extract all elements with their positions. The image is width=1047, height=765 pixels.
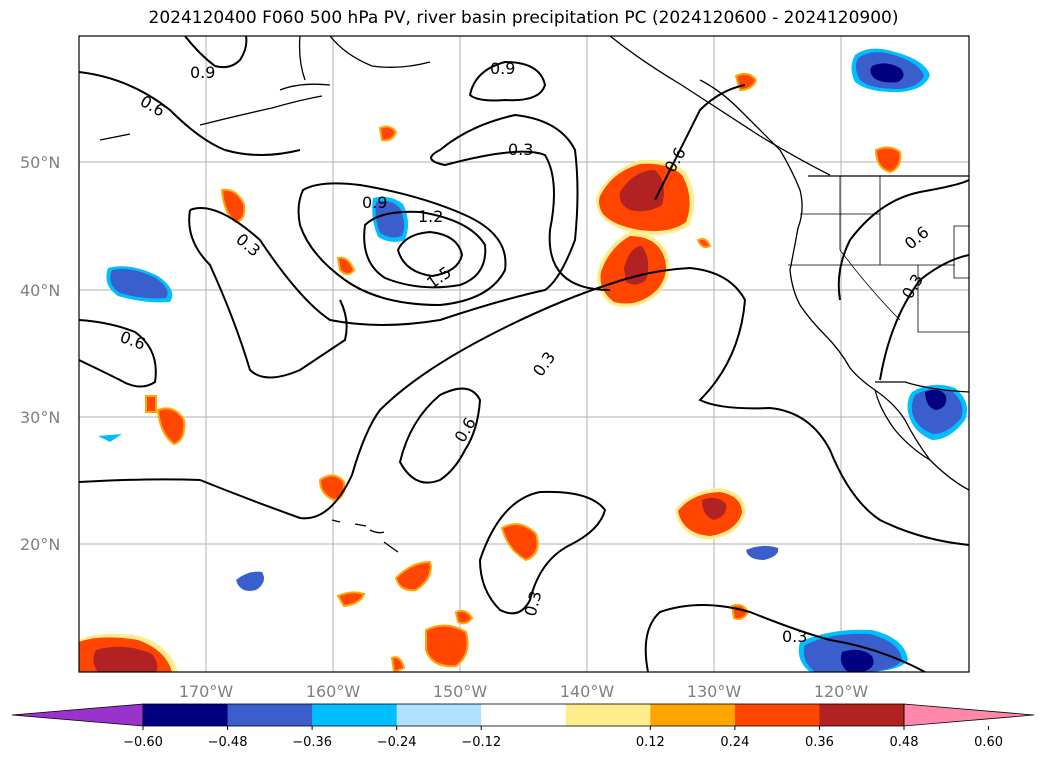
- colorbar: [11, 703, 1035, 727]
- bc-coast: [699, 79, 803, 229]
- colorbar-segment: [734, 704, 820, 726]
- contour-label: 1.2: [418, 207, 443, 226]
- contour-0.3-west: [188, 209, 348, 379]
- contour-label: 0.3: [782, 627, 807, 646]
- contour-0.6-ne: [654, 84, 746, 201]
- lat-label-20: 20°N: [20, 535, 60, 554]
- lon-label-140: 140°W: [560, 682, 615, 701]
- map-title: 2024120400 F060 500 hPa PV, river basin …: [148, 8, 899, 28]
- contour-pv-inner3: [396, 230, 464, 278]
- colorbar-tick-label: −0.36: [292, 735, 332, 750]
- contour-0.6-west: [79, 319, 157, 388]
- precip-blob-east-south: [597, 232, 670, 307]
- coastlines: [99, 36, 969, 553]
- precip-blob-west: [106, 266, 173, 303]
- contour-pv-inner2: [363, 210, 487, 289]
- alaska-coast: [99, 36, 831, 176]
- lat-label-30: 30°N: [20, 408, 60, 427]
- colorbar-tick-label: −0.12: [461, 735, 501, 750]
- precip-blob-se: [798, 629, 908, 672]
- contour-0.3-se: [644, 604, 926, 672]
- colorbar-extend-high: [903, 703, 1035, 727]
- lon-label-120: 120°W: [814, 682, 869, 701]
- contour-label: 0.9: [490, 59, 515, 78]
- pv-contours: [79, 36, 969, 672]
- colorbar-tick-label: 0.60: [974, 735, 1003, 750]
- colorbar-ticks: −0.60 −0.48 −0.36 −0.24 −0.12 0.12 0.24 0.36 0.4…: [123, 726, 1003, 750]
- lon-label-150: 150°W: [433, 682, 488, 701]
- colorbar-segment: [819, 704, 905, 726]
- colorbar-tick-label: 0.48: [890, 735, 919, 750]
- colorbar-tick-label: 0.12: [636, 735, 665, 750]
- contour-0.3-mid: [79, 266, 969, 546]
- contour-0.3-east: [879, 254, 969, 381]
- latitude-labels: 50°N 40°N 30°N 20°N: [20, 153, 60, 554]
- baja-coast: [874, 389, 931, 461]
- us-west-coast: [789, 227, 969, 491]
- precip-blob-sw-corner: [79, 633, 178, 672]
- colorbar-segment: [396, 704, 482, 726]
- colorbar-tick-label: 0.36: [805, 735, 834, 750]
- colorbar-segment: [227, 704, 313, 726]
- map-panel: 0.9 0.9 0.6 0.3 0.6 0.9 1.2 1.5 0.3 0.6 …: [79, 36, 969, 672]
- precip-blob-small-blue: [98, 434, 779, 591]
- colorbar-segment: [143, 704, 229, 726]
- lon-label-170: 170°W: [179, 682, 234, 701]
- contour-pv-inner1: [297, 182, 507, 307]
- contour-label: 0.3: [508, 140, 533, 159]
- contour-0.6-mid: [398, 387, 482, 484]
- contour-0.9-top: [468, 60, 547, 102]
- colorbar-segment: [312, 704, 398, 726]
- contour-0.6-east: [837, 179, 969, 301]
- precip-positive: [79, 72, 902, 672]
- colorbar-tick-label: −0.48: [208, 735, 248, 750]
- precip-blob-ne: [851, 48, 930, 93]
- colorbar-tick-label: 0.24: [720, 735, 749, 750]
- lat-label-50: 50°N: [20, 153, 60, 172]
- precip-negative: [98, 48, 968, 672]
- lat-label-40: 40°N: [20, 281, 60, 300]
- contour-label: 0.9: [190, 63, 215, 82]
- colorbar-tick-label: −0.60: [123, 735, 163, 750]
- contour-0.6-north: [79, 71, 301, 156]
- contour-0.9-topleft: [184, 36, 248, 69]
- contour-0.3-south: [478, 490, 607, 615]
- precip-blob-east-north: [596, 159, 695, 235]
- colorbar-extend-low: [11, 703, 144, 727]
- colorbar-frame: [142, 703, 905, 727]
- contour-0.3-big: [189, 113, 611, 326]
- precip-blob-baja: [907, 384, 968, 440]
- hawaii-islands: [331, 519, 399, 553]
- contour-label: 0.9: [362, 193, 387, 212]
- precip-blob-others: [145, 72, 902, 672]
- colorbar-segment: [481, 704, 567, 726]
- precip-blob-subtropic: [675, 488, 746, 540]
- lon-label-130: 130°W: [687, 682, 742, 701]
- colorbar-tick-label: −0.24: [377, 735, 417, 750]
- longitude-labels: 170°W 160°W 150°W 140°W 130°W 120°W: [179, 682, 869, 701]
- precip-blob-central: [372, 196, 409, 242]
- lon-label-160: 160°W: [306, 682, 361, 701]
- colorbar-segment: [565, 704, 651, 726]
- colorbar-segment: [650, 704, 736, 726]
- us-state-borders: [788, 176, 969, 333]
- mexico-border: [875, 381, 969, 393]
- map-frame: [78, 35, 970, 673]
